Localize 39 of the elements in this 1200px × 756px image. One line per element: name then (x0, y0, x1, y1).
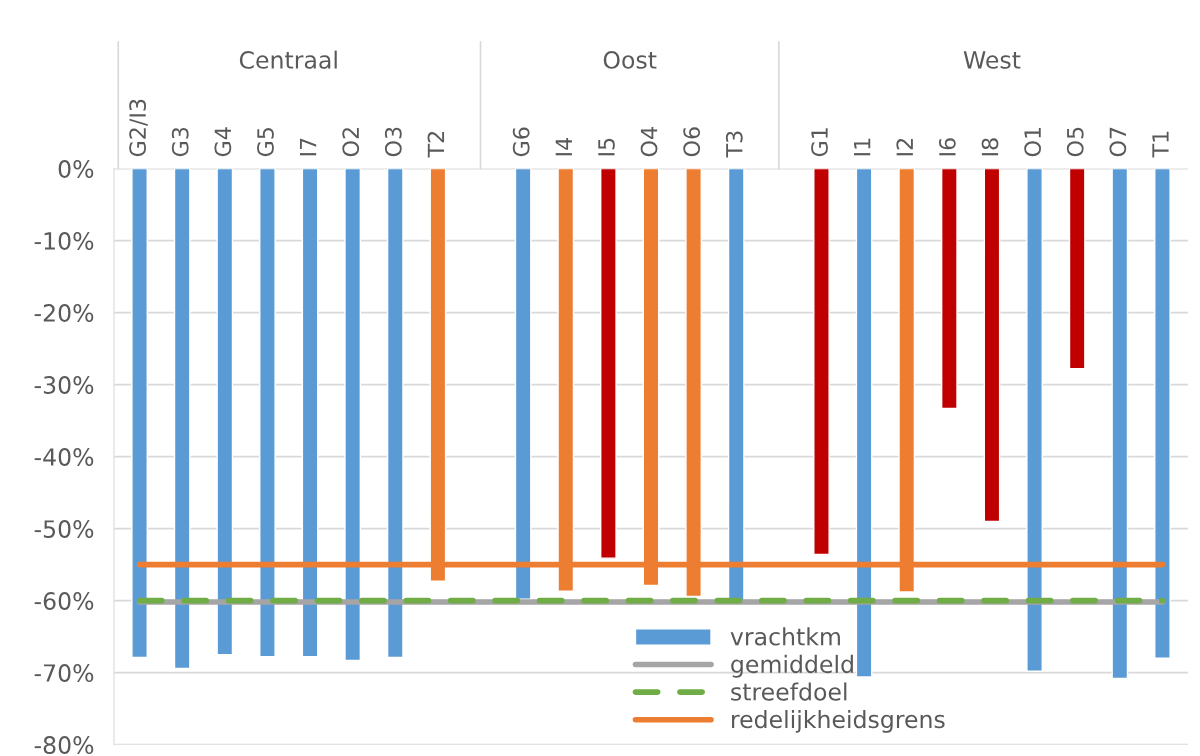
y-tick-label: -30% (34, 376, 94, 394)
x-tick-label: I4 (555, 138, 572, 156)
x-tick-label: T1 (1152, 131, 1169, 158)
x-tick-label: I5 (598, 138, 615, 156)
legend-label: streefdoel (731, 682, 847, 701)
y-tick-label: -20% (34, 304, 94, 322)
text: Oost (603, 51, 657, 69)
y-tick-label: -80% (34, 736, 94, 754)
x-tick-label: T3 (725, 131, 743, 158)
x-tick-label: G6 (512, 127, 530, 157)
y-tick-label: -70% (34, 664, 94, 682)
y-tick-label: -40% (34, 448, 94, 466)
x-tick-label: O4 (640, 127, 658, 157)
y-tick-label: -50% (34, 520, 94, 538)
x-tick-label: O1 (1024, 127, 1042, 157)
x-tick-label: O6 (683, 127, 701, 157)
x-tick-label: I2 (896, 139, 913, 156)
x-tick-label: G1 (811, 128, 828, 157)
x-tick-label: G2/I3 (129, 99, 148, 157)
x-tick-label: I6 (938, 138, 956, 156)
x-tick-label: I1 (854, 138, 871, 156)
x-tick-label: T2 (427, 131, 445, 158)
text: Centraal (239, 50, 337, 69)
y-tick-label: -60% (34, 592, 94, 610)
text: West (963, 51, 1021, 69)
x-tick-label: O7 (1109, 127, 1127, 157)
x-tick-label: I8 (981, 138, 999, 156)
x-tick-label: O5 (1066, 127, 1084, 157)
legend-label: vrachtkm (730, 627, 840, 646)
x-tick-label: O2 (342, 128, 360, 157)
y-tick-label: 0% (58, 160, 94, 178)
x-tick-label: G5 (257, 128, 274, 157)
legend-label: redelijkheidsgrens (732, 710, 945, 733)
x-tick-label: G3 (171, 127, 189, 157)
legend-label: gemiddeld (731, 654, 853, 678)
x-tick-label: O3 (384, 127, 402, 157)
y-tick-label: -10% (34, 232, 94, 250)
x-tick-label: G4 (214, 127, 232, 157)
x-tick-label: I7 (299, 138, 317, 156)
